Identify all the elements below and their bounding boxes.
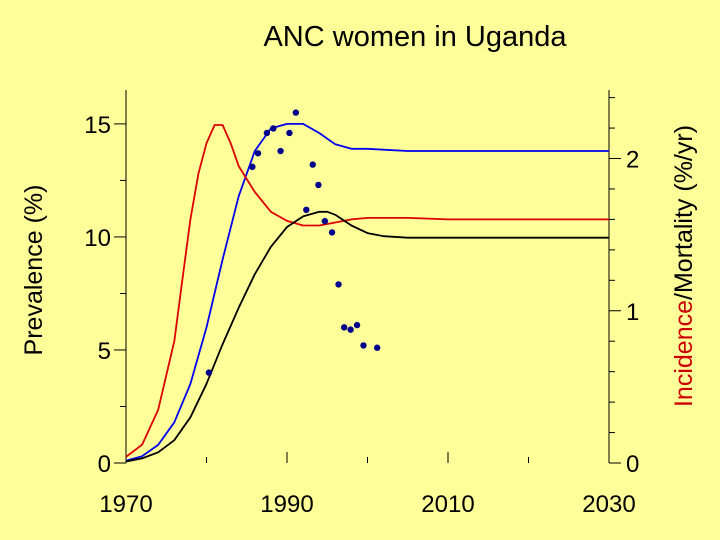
series-line-mortality — [125, 210, 609, 463]
series-line-incidence — [125, 124, 609, 458]
right-axis-tick-label: 1 — [626, 299, 639, 326]
series-line-prevalence-model — [125, 123, 609, 462]
observed-data-point — [303, 206, 310, 214]
observed-data-point — [315, 181, 322, 189]
observed-data-point — [249, 163, 256, 171]
observed-data-point — [254, 150, 262, 157]
right-axis-ticks — [609, 97, 621, 464]
observed-data-point — [321, 217, 329, 225]
y-axis-right-label-mortality: Mortality (%/yr) — [670, 125, 698, 293]
chart-title: ANC women in Uganda — [263, 21, 567, 53]
left-axis-tick-label: 0 — [98, 451, 111, 478]
x-axis-ticks — [125, 452, 610, 463]
left-axis-tick-label: 5 — [98, 338, 111, 365]
left-axis-ticks — [114, 123, 126, 464]
observed-data-point — [373, 344, 381, 351]
observed-data-point — [286, 129, 293, 137]
left-axis-tick-label: 15 — [84, 112, 111, 139]
x-axis-tick-label: 2010 — [421, 491, 474, 518]
observed-data-point — [353, 321, 361, 329]
x-axis-tick-label: 2030 — [582, 491, 635, 518]
observed-data-point — [347, 326, 354, 333]
y-axis-right-label-incidence: Incidence — [670, 300, 698, 407]
series-lines — [125, 123, 609, 463]
x-axis-tick-label: 1990 — [260, 491, 313, 518]
observed-data-point — [360, 342, 367, 349]
observed-data-point — [309, 161, 316, 168]
observed-data-point — [205, 369, 213, 376]
observed-data-point — [263, 129, 271, 137]
left-axis-tick-label: 10 — [84, 225, 111, 252]
observed-data-point — [328, 229, 336, 236]
tick-labels: 0 5 10 15 0 1 2 1970 1990 2010 2030 — [84, 112, 639, 518]
y-axis-left-label: Prevalence (%) — [20, 185, 48, 356]
observed-data-point — [340, 324, 348, 331]
y-axis-right-label: Incidence/Mortality (%/yr) — [670, 125, 698, 407]
right-axis-tick-label: 2 — [626, 147, 639, 174]
observed-points — [205, 109, 381, 376]
axes — [114, 90, 621, 464]
y-axis-right-label-separator: / — [670, 293, 698, 300]
observed-data-point — [335, 281, 342, 288]
right-axis-tick-label: 0 — [626, 451, 639, 478]
observed-data-point — [277, 147, 284, 155]
observed-data-point — [270, 125, 277, 132]
observed-data-point — [292, 109, 300, 116]
x-axis-tick-label: 1970 — [99, 491, 152, 518]
